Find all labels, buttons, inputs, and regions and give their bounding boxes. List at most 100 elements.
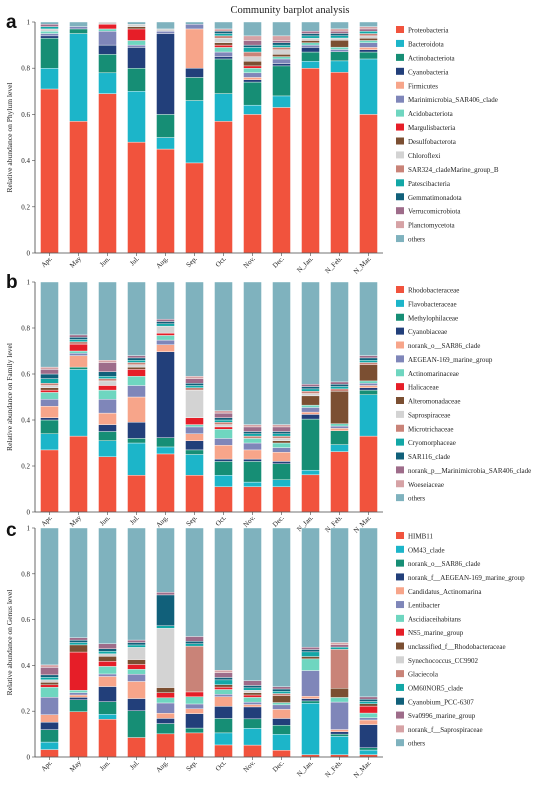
bar-segment-Apr-0 <box>40 449 59 513</box>
bar-segment-Jun-0 <box>98 719 117 758</box>
bar-segment-Jul-11 <box>127 644 146 648</box>
y-tick-label: 0.8 <box>21 325 30 333</box>
bar-segment-Jun-7 <box>98 24 117 30</box>
legend-swatch <box>396 67 404 75</box>
bar-segment-Apr-13 <box>40 667 59 676</box>
bar-segment-Apr-12 <box>40 674 59 678</box>
bar-segment-Apr-8 <box>40 387 59 391</box>
bar-segment-Oct-15 <box>214 21 233 30</box>
bar-segment-Jul-4 <box>127 396 146 423</box>
legend-label: Acidobacteriota <box>408 110 454 118</box>
bar-segment-N_Jan-13 <box>301 384 320 387</box>
bar-segment-N_Mar-2 <box>359 747 378 751</box>
legend-swatch <box>396 369 404 377</box>
bar-segment-Sep-11 <box>185 643 204 647</box>
bar-segment-Apr-5 <box>40 33 59 37</box>
bar-segment-Jul-1 <box>127 91 146 143</box>
x-tick-label: Oct. <box>214 514 228 528</box>
bar-segment-Nov-2 <box>243 81 262 106</box>
bar-segment-N_Mar-10 <box>359 33 378 37</box>
bar-segment-Nov-15 <box>243 527 262 681</box>
bar-segment-N_Mar-4 <box>359 385 378 388</box>
bar-segment-Sep-5 <box>185 703 204 709</box>
bar-segment-May-3 <box>69 697 88 700</box>
bar-segment-Jul-9 <box>127 647 146 660</box>
bar-segment-Oct-12 <box>214 417 233 421</box>
bar-segment-N_Jan-2 <box>301 700 320 704</box>
bar-segment-N_Jan-15 <box>301 21 320 32</box>
bar-segment-Apr-11 <box>40 26 59 30</box>
y-axis-label: Relative abundance on Family level <box>5 343 14 451</box>
legend-swatch <box>396 587 404 595</box>
bar-segment-Nov-1 <box>243 728 262 746</box>
bar-segment-N_Jan-1 <box>301 61 320 69</box>
bar-segment-N_Mar-11 <box>359 701 378 704</box>
bar-segment-May-2 <box>69 366 88 370</box>
bar-segment-Jun-14 <box>98 360 117 363</box>
legend-label: Actinomarinaceae <box>408 370 459 378</box>
bar-segment-N_Mar-13 <box>359 355 378 359</box>
bar-segment-Sep-0 <box>185 475 204 513</box>
bar-segment-N_Feb-5 <box>330 425 349 429</box>
bar-segment-Aug-0 <box>156 148 175 254</box>
bar-segment-Jul-5 <box>127 673 146 682</box>
bar-segment-N_Mar-0 <box>359 435 378 513</box>
bar-segment-Nov-11 <box>243 687 262 691</box>
bar-segment-Jul-7 <box>127 369 146 377</box>
bar-segment-May-5 <box>69 353 88 356</box>
x-tick-label: Jul. <box>128 255 141 268</box>
bar-segment-Jul-9 <box>127 364 146 368</box>
bar-segment-Apr-1 <box>40 741 59 750</box>
bar-segment-Aug-0 <box>156 733 175 758</box>
bar-segment-May-13 <box>69 334 88 338</box>
y-tick-label: 1 <box>27 19 31 27</box>
bar-segment-Nov-0 <box>243 486 262 513</box>
bar-segment-N_Mar-15 <box>359 21 378 27</box>
bar-segment-Nov-13 <box>243 680 262 686</box>
bar-segment-Aug-6 <box>156 697 175 704</box>
bar-segment-N_Jan-8 <box>301 395 320 406</box>
x-tick-label: N_Mar. <box>352 255 373 276</box>
bar-segment-Apr-2 <box>40 419 59 435</box>
x-tick-label: Nov. <box>242 759 257 774</box>
bar-segment-Aug-4 <box>156 713 175 719</box>
bar-segment-Dec-3 <box>272 461 291 464</box>
bar-segment-N_Jan-3 <box>301 414 320 420</box>
bar-segment-Sep-4 <box>185 28 204 69</box>
legend-label: others <box>408 740 425 748</box>
bar-segment-Sep-13 <box>185 378 204 384</box>
bar-segment-N_Mar-5 <box>359 717 378 721</box>
bar-segment-Dec-11 <box>272 691 291 694</box>
y-tick-label: 0 <box>27 754 31 762</box>
bar-segment-Sep-9 <box>185 389 204 418</box>
bar-segment-Sep-7 <box>185 691 204 697</box>
bar-segment-Oct-14 <box>214 670 233 673</box>
legend-swatch <box>396 53 404 61</box>
legend-swatch <box>396 397 404 404</box>
legend-label: others <box>408 495 425 503</box>
bar-segment-Apr-5 <box>40 697 59 715</box>
bar-segment-Apr-6 <box>40 31 59 34</box>
bar-segment-Sep-3 <box>185 440 204 451</box>
legend-label: SAR116_clade <box>408 453 450 461</box>
bar-segment-Jun-6 <box>98 389 117 400</box>
bar-segment-Aug-1 <box>156 137 175 150</box>
bar-segment-N_Feb-6 <box>330 697 349 703</box>
bar-segment-Jun-6 <box>98 666 117 675</box>
bar-segment-Aug-9 <box>156 28 175 32</box>
bar-segment-N_Feb-4 <box>330 729 349 733</box>
bar-segment-Oct-11 <box>214 419 233 423</box>
bar-segment-Oct-7 <box>214 686 233 690</box>
bar-segment-Aug-2 <box>156 437 175 448</box>
bar-segment-N_Feb-4 <box>330 428 349 431</box>
bar-segment-May-11 <box>69 642 88 646</box>
bar-segment-Sep-14 <box>185 376 204 379</box>
bar-segment-Nov-9 <box>243 56 262 62</box>
bar-segment-Nov-3 <box>243 79 262 83</box>
bar-segment-N_Jan-11 <box>301 651 320 657</box>
legend-label: norank_o__SAR86_clade <box>408 560 480 568</box>
bar-segment-May-12 <box>69 337 88 340</box>
bar-segment-Aug-6 <box>156 335 175 341</box>
bar-segment-N_Feb-11 <box>330 35 349 39</box>
bar-segment-May-4 <box>69 694 88 698</box>
